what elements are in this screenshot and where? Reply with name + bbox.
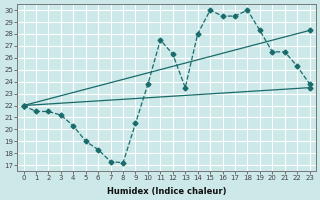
X-axis label: Humidex (Indice chaleur): Humidex (Indice chaleur) [107,187,226,196]
